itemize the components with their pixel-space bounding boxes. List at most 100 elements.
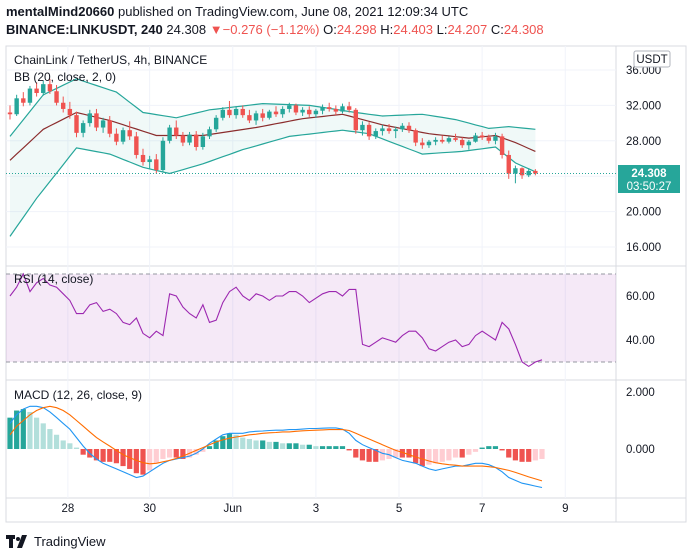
macd-histogram-bar: [512, 449, 518, 461]
macd-histogram-bar: [107, 449, 113, 462]
macd-line: [9, 405, 543, 489]
price-tick-label: 20.000: [626, 207, 661, 219]
price-change: −0.276 (−1.12%): [222, 22, 320, 37]
macd-tick-label: 0.000: [626, 444, 655, 456]
close-label: C:: [490, 22, 504, 37]
macd-histogram-bar: [120, 449, 126, 467]
bollinger-bands: [9, 78, 536, 237]
candle-body: [260, 113, 265, 118]
time-tick-label: 7: [479, 503, 485, 515]
macd-histogram-bar: [80, 449, 86, 455]
macd-histogram-bar: [472, 449, 479, 452]
macd-histogram-bar: [266, 441, 272, 449]
last-price-badge-countdown: 03:50:27: [627, 181, 672, 193]
time-tick-label: Jun: [224, 503, 243, 515]
candle-body: [14, 98, 19, 115]
macd-histogram-bar: [539, 449, 545, 459]
macd-histogram-bar: [300, 444, 306, 449]
macd-signal-line: [9, 405, 543, 482]
candle-body: [333, 108, 339, 112]
open-label: O:: [323, 22, 337, 37]
macd-histogram-bar: [173, 449, 179, 458]
candle-body: [493, 136, 498, 141]
macd-histogram-bar: [399, 449, 405, 458]
macd-histogram-bar: [246, 439, 252, 449]
candle-body: [519, 168, 525, 176]
macd-histogram-bar: [319, 446, 326, 449]
candle-body: [94, 113, 99, 128]
publish-details: published on TradingView.com, June 08, 2…: [114, 4, 469, 19]
candle-body: [373, 131, 378, 137]
macd-histogram-bar: [280, 443, 286, 449]
macd-tick-label: 2.000: [626, 387, 655, 399]
macd-histogram-bar: [373, 449, 379, 462]
macd-histogram-bar: [213, 440, 219, 449]
candle-body: [273, 111, 279, 115]
candle-body: [247, 115, 252, 121]
macd-histogram-bar: [446, 449, 452, 461]
macd-histogram-bar: [14, 410, 20, 449]
macd-histogram-bar: [20, 409, 26, 449]
macd-histogram-bar: [346, 449, 352, 451]
candle-body: [100, 120, 106, 128]
macd-histogram-bar: [167, 449, 173, 458]
macd-histogram-bar: [60, 440, 66, 449]
candle-body: [386, 128, 392, 132]
candle-body: [400, 125, 405, 130]
time-tick-label: 3: [313, 503, 319, 515]
candle-body: [194, 134, 199, 147]
candle-body: [353, 109, 358, 131]
macd-histogram-bar: [286, 443, 292, 449]
footer-brand-label: TradingView: [34, 534, 106, 549]
candle-body: [280, 108, 285, 115]
bb-lower-line: [9, 129, 536, 237]
grid: [6, 46, 616, 498]
candle-body: [293, 105, 299, 113]
candle-body: [134, 136, 139, 155]
time-tick-label: 5: [396, 503, 402, 515]
candle-body: [307, 109, 312, 115]
macd-histogram-bar: [147, 449, 153, 471]
low-label: L:: [436, 22, 448, 37]
macd-legend: MACD (12, 26, close, 9): [14, 388, 142, 402]
macd-histogram-bar: [519, 449, 525, 462]
candle-body: [313, 110, 319, 115]
candle-body: [360, 124, 365, 131]
high-value: 24.403: [393, 22, 434, 37]
candle-body: [533, 170, 538, 174]
macd-histogram-bar: [260, 440, 266, 449]
rsi-tick-label: 40.00: [626, 335, 655, 347]
rsi-line: [9, 272, 543, 368]
macd-histogram-bar: [140, 449, 146, 475]
macd-histogram-bar: [34, 417, 40, 449]
main-legend-title: ChainLink / TetherUS, 4h, BINANCE: [14, 53, 207, 67]
macd-histogram-bar: [359, 449, 366, 461]
macd-histogram-bar: [40, 423, 46, 449]
macd-histogram-bar: [532, 449, 538, 461]
symbol-ohlc-line: BINANCE:LINKUSDT, 240 24.308 ▼−0.276 (−1…: [6, 22, 544, 37]
candle-body: [160, 140, 166, 171]
currency-badge[interactable]: [633, 50, 671, 68]
open-value: 24.298: [336, 22, 377, 37]
candle-body: [180, 135, 186, 143]
candle-body: [47, 84, 53, 92]
candle-series: [6, 78, 616, 184]
candle-body: [320, 107, 325, 111]
macd-histogram-bar: [206, 446, 213, 449]
candle-body: [420, 142, 425, 146]
candle-body: [61, 102, 66, 109]
down-arrow-icon: ▼: [209, 22, 223, 37]
macd-histogram-bar: [406, 449, 412, 458]
close-value: 24.308: [503, 22, 544, 37]
chart-frame: [5, 45, 687, 523]
macd-histogram-bar: [379, 449, 385, 461]
candle-body: [380, 128, 385, 132]
macd-histogram-bar: [499, 449, 505, 451]
candle-body: [147, 159, 152, 163]
macd-histogram-bar: [133, 449, 139, 474]
candle-body: [34, 88, 39, 94]
macd-histogram-bar: [466, 449, 472, 455]
macd-histogram-bar: [27, 411, 33, 449]
candle-body: [473, 135, 478, 142]
